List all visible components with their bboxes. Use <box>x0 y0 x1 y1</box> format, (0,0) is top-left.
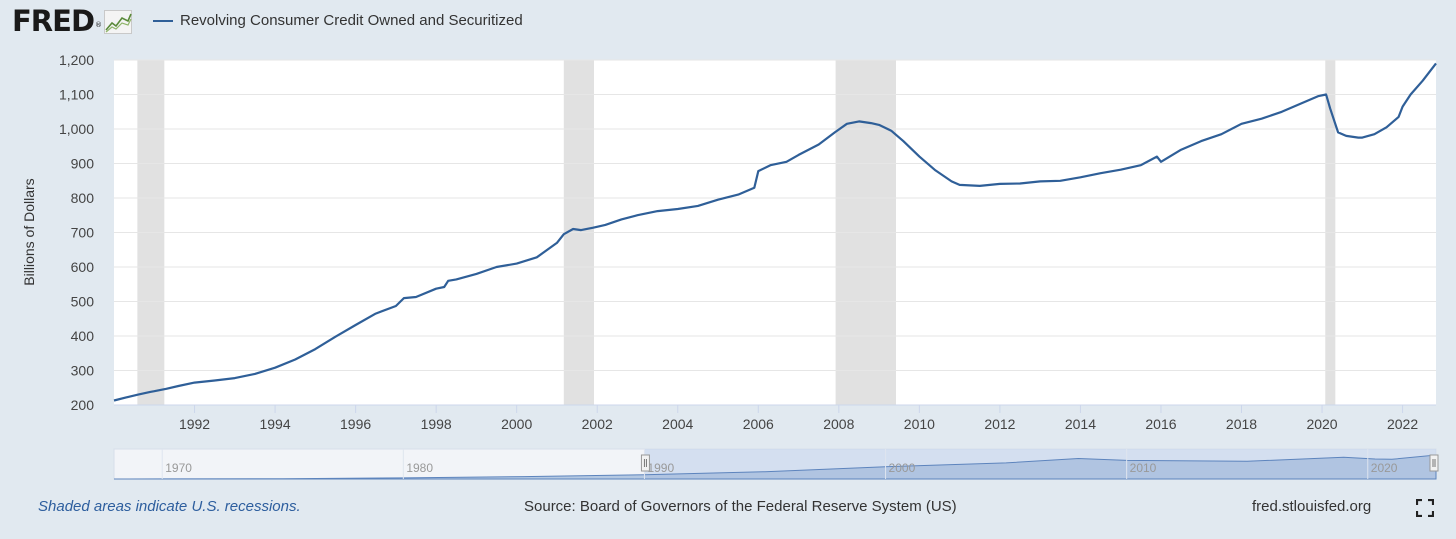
navigator-tick-label-0: 1970 <box>165 461 192 475</box>
y-tick-label-1: 300 <box>71 363 95 379</box>
fullscreen-icon[interactable] <box>1416 499 1434 517</box>
fred-graph-icon <box>104 10 133 34</box>
y-tick-label-2: 400 <box>71 328 95 344</box>
x-tick-label-2: 1996 <box>340 416 371 432</box>
x-tick-label-14: 2020 <box>1306 416 1337 432</box>
navigator-handle-body <box>1429 454 1439 472</box>
navigator-handle-right[interactable] <box>1429 454 1439 472</box>
x-tick-label-5: 2002 <box>582 416 613 432</box>
y-tick-label-6: 800 <box>71 190 95 206</box>
x-tick-label-7: 2006 <box>743 416 774 432</box>
navigator-area <box>113 454 1437 480</box>
navigator-tick-label-1: 1980 <box>406 461 433 475</box>
navigator-ticks: 1970 1980 1990 2000 2010 2020 <box>161 449 1398 479</box>
x-tick-label-3: 1998 <box>421 416 452 432</box>
navigator-handle-left[interactable] <box>640 454 650 472</box>
y-axis-label: Billions of Dollars <box>21 178 37 285</box>
navigator-tick-label-5: 2020 <box>1371 461 1398 475</box>
navigator-tick-label-2: 1990 <box>647 461 674 475</box>
y-tick-label-3: 500 <box>71 294 95 310</box>
x-tick-label-8: 2008 <box>823 416 854 432</box>
x-tick-label-10: 2012 <box>984 416 1015 432</box>
navigator-tick-label-4: 2010 <box>1130 461 1157 475</box>
x-tick-label-0: 1992 <box>179 416 210 432</box>
y-tick-label-8: 1,000 <box>59 121 94 137</box>
y-tick-label-0: 200 <box>71 397 95 413</box>
series-line-0 <box>113 62 1437 402</box>
grid-lines <box>114 59 1436 371</box>
navigator-tick-label-3: 2000 <box>889 461 916 475</box>
y-axis-ticks: 200 300 400 500 600 700 800 900 1,000 1,100 1,200 <box>59 52 94 413</box>
x-tick-label-15: 2022 <box>1387 416 1418 432</box>
x-tick-label-11: 2014 <box>1065 416 1096 432</box>
legend-label: Revolving Consumer Credit Owned and Secu… <box>180 12 523 29</box>
x-tick-label-4: 2000 <box>501 416 532 432</box>
y-tick-label-10: 1,200 <box>59 52 94 68</box>
x-tick-label-13: 2018 <box>1226 416 1257 432</box>
x-tick-label-6: 2004 <box>662 416 693 432</box>
navigator-handle-body <box>640 454 650 472</box>
x-tick-label-9: 2010 <box>904 416 935 432</box>
x-tick-label-1: 1994 <box>259 416 290 432</box>
registered-mark: ® <box>95 21 103 29</box>
logo-text: FRED <box>12 4 95 38</box>
y-tick-label-5: 700 <box>71 225 95 241</box>
navigator-handles[interactable] <box>640 454 1439 472</box>
chart-header: FRED ® Revolving Consumer Credit Owned a… <box>0 0 1456 48</box>
navigator-series <box>113 454 1437 480</box>
navigator[interactable]: 1970 1980 1990 2000 2010 2020 <box>113 448 1439 480</box>
y-tick-label-4: 600 <box>71 259 95 275</box>
site-link[interactable]: fred.stlouisfed.org <box>1252 498 1372 515</box>
x-tick-label-12: 2016 <box>1145 416 1176 432</box>
x-axis-ticks: 1992 1994 1996 1998 2000 2002 2004 2006 2008 2010… <box>179 405 1418 432</box>
y-tick-label-7: 900 <box>71 156 95 172</box>
recession-note: Shaded areas indicate U.S. recessions. <box>38 498 301 515</box>
series-layer <box>113 62 1437 402</box>
line-chart[interactable]: 2003004005006007008009001,0001,1001,200 … <box>0 0 1456 490</box>
legend-swatch <box>153 19 173 22</box>
y-tick-label-9: 1,100 <box>59 87 94 103</box>
source-text: Source: Board of Governors of the Federa… <box>524 498 957 515</box>
legend[interactable]: Revolving Consumer Credit Owned and Secu… <box>153 12 523 29</box>
fred-logo[interactable]: FRED ® <box>12 4 133 38</box>
